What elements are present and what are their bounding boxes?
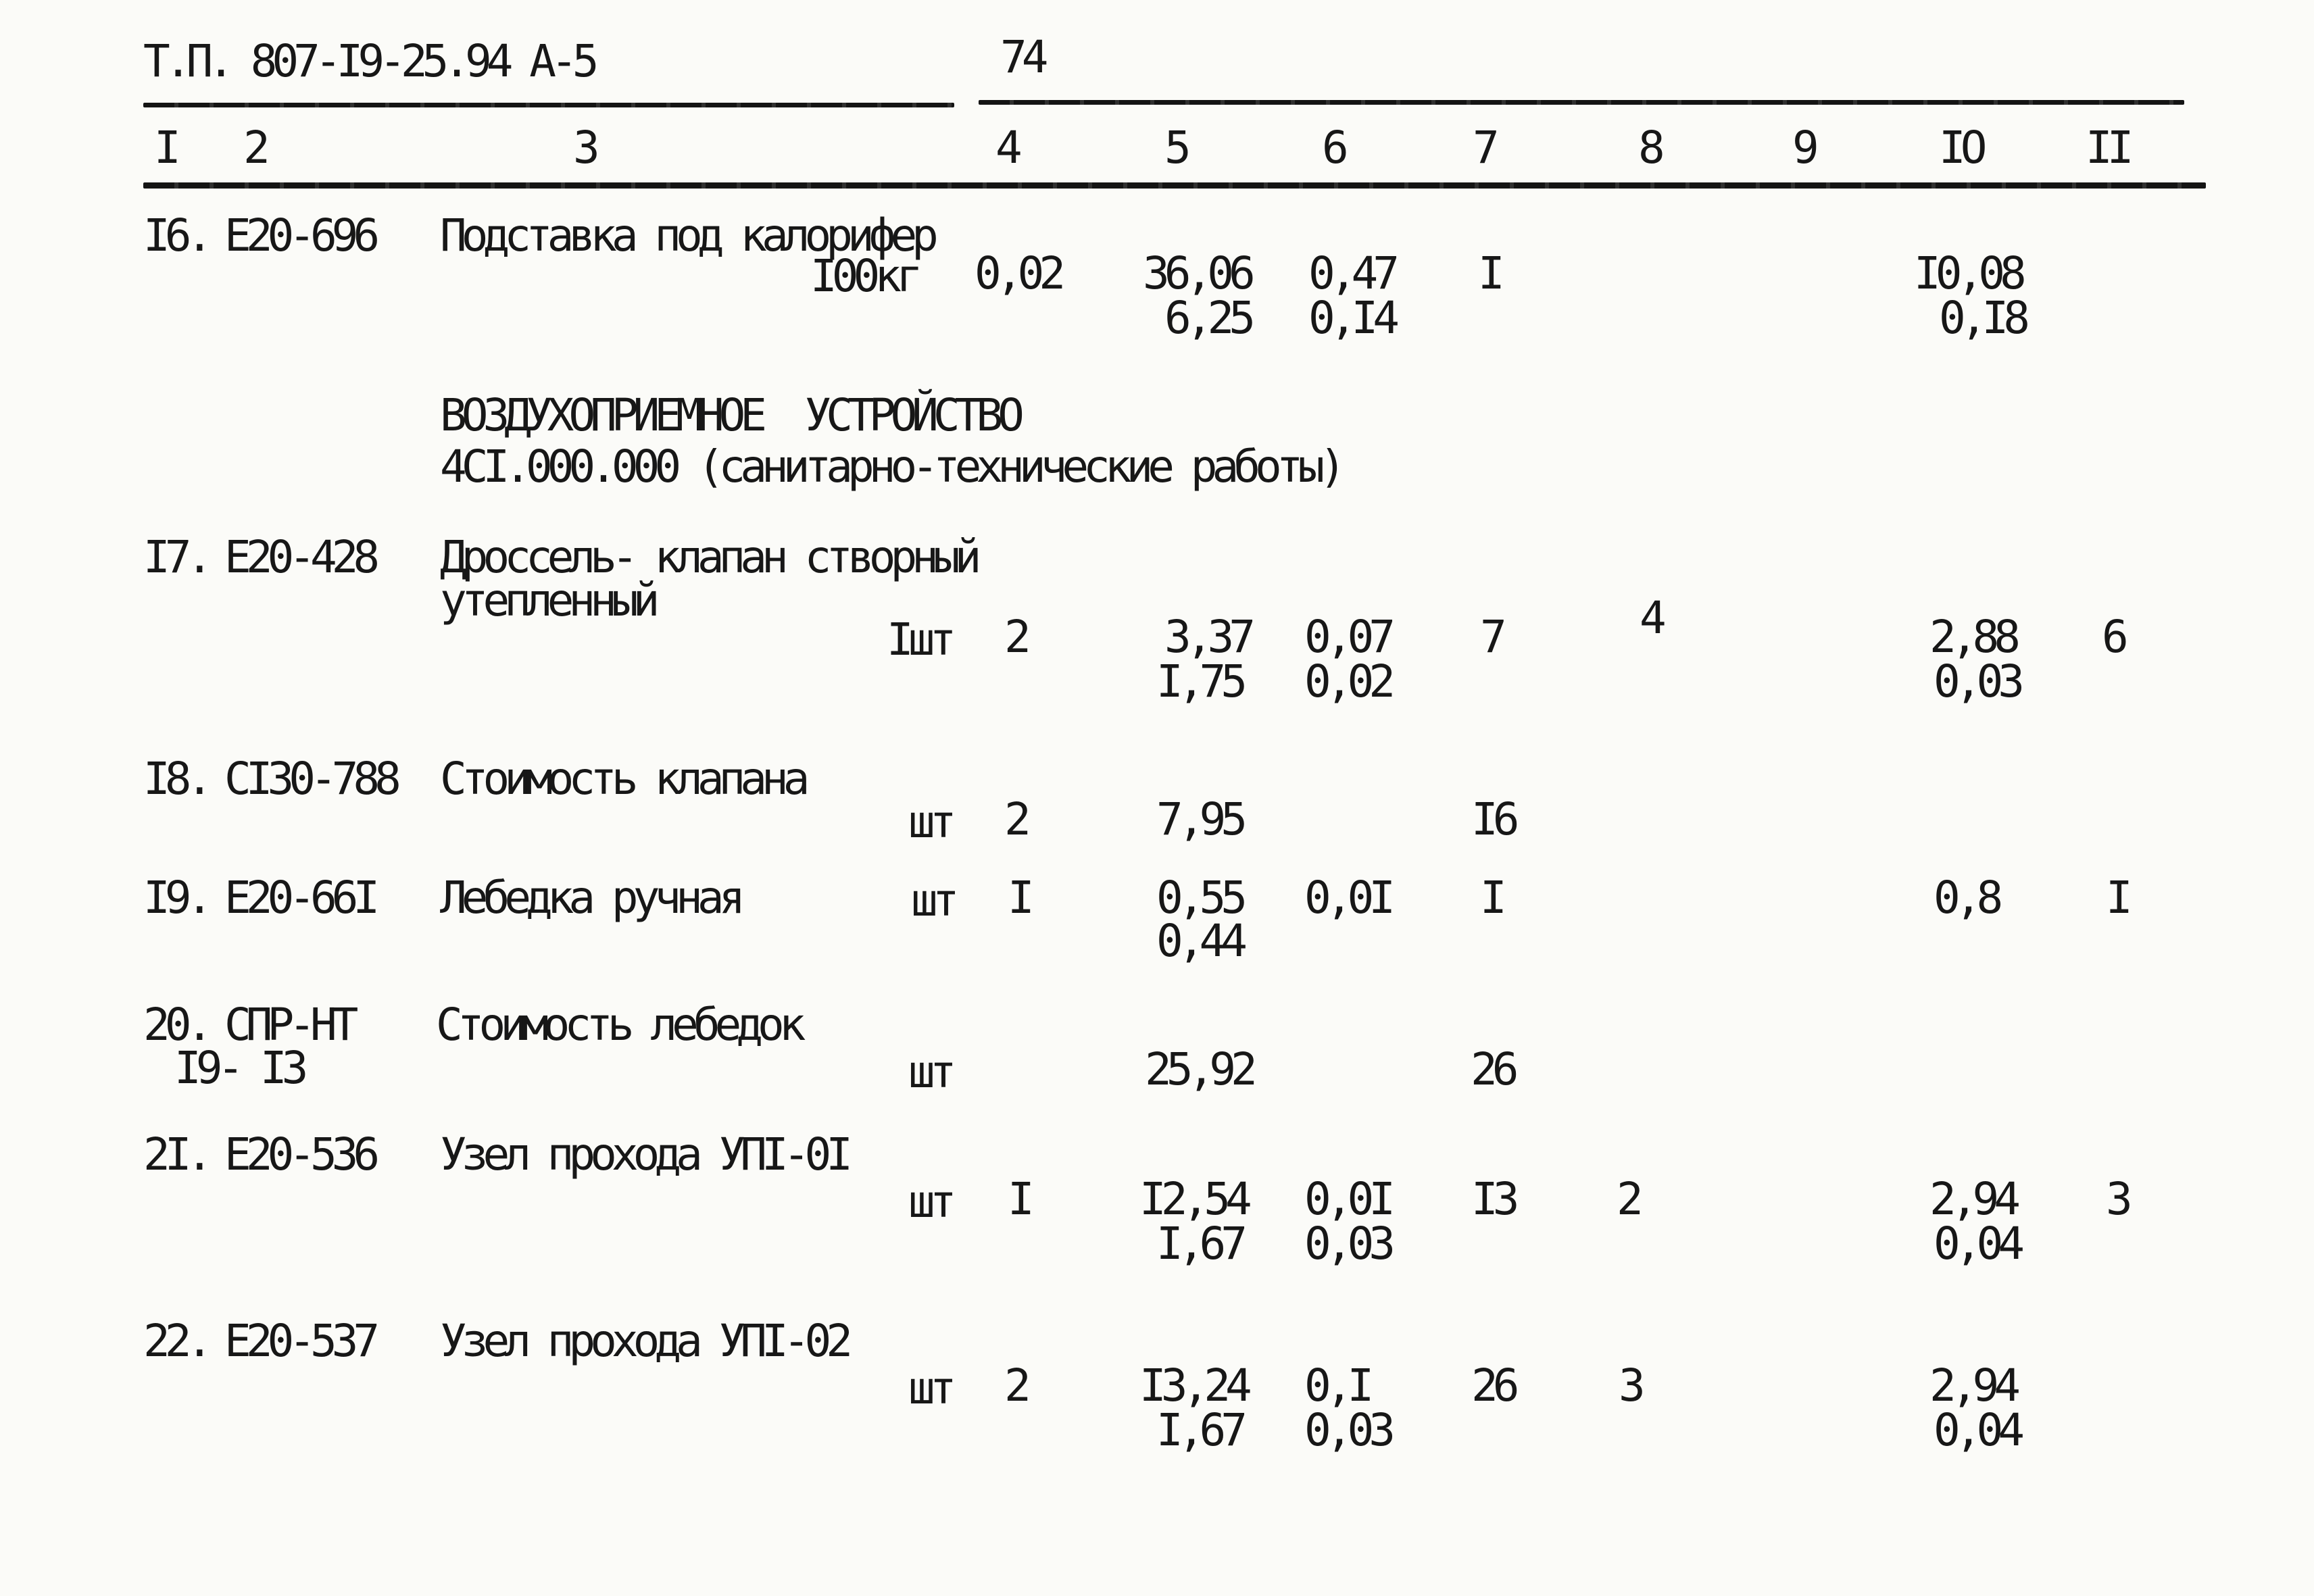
row-22-unit: шт: [908, 1362, 957, 1414]
row-16-col10-b: 0,I8: [1939, 292, 2030, 344]
header-rule-bottom: [143, 182, 2206, 189]
row-21-qty: I: [1008, 1173, 1035, 1225]
col-header-7: 7: [1473, 122, 1500, 174]
row-22-col6-b: 0,03: [1304, 1404, 1396, 1456]
row-22-code: Е20-537: [224, 1315, 380, 1367]
row-22-desc: Узел прохода УПI-02: [440, 1315, 853, 1367]
row-17-col6-b: 0,02: [1304, 655, 1396, 707]
row-20-unit: шт: [908, 1046, 957, 1098]
row-18-qty: 2: [1004, 793, 1031, 845]
row-22-col5-a: I3,24: [1139, 1360, 1252, 1412]
row-17-col11: 6: [2102, 611, 2129, 663]
row-20-code-line2: I9- I3: [174, 1042, 308, 1094]
row-21-col7: I3: [1471, 1173, 1520, 1225]
row-21-col5-a: I2,54: [1139, 1173, 1252, 1225]
row-17-desc-line1: Дроссель- клапан створный: [440, 531, 981, 583]
row-20-col7: 26: [1471, 1043, 1519, 1095]
col-header-2: 2: [243, 122, 270, 174]
col-header-1: I: [154, 122, 181, 174]
row-17-unit: Iшт: [887, 614, 956, 666]
row-18-col7: I6: [1471, 793, 1520, 845]
row-17-desc-line2: утепленный: [440, 574, 660, 626]
row-17-col7: 7: [1480, 611, 1507, 663]
row-19-col7: I: [1480, 872, 1507, 924]
row-22-col7: 26: [1471, 1360, 1520, 1412]
row-21-col10-a: 2,94: [1929, 1173, 2021, 1225]
row-18-num: I8.: [143, 753, 213, 805]
row-22-col5-b: I,67: [1156, 1404, 1248, 1456]
row-22-col10-a: 2,94: [1929, 1360, 2021, 1412]
row-19-col5-b: 0,44: [1156, 915, 1248, 967]
row-18-col5-a: 7,95: [1156, 793, 1248, 845]
row-17-col6-a: 0,07: [1304, 611, 1396, 663]
row-20-desc: Стоимость лебедок: [436, 999, 806, 1051]
col-header-6: 6: [1322, 122, 1349, 174]
row-20-num: 20.: [143, 999, 213, 1051]
row-21-col11: 3: [2106, 1173, 2133, 1225]
row-19-col11: I: [2106, 872, 2133, 924]
section-title: ВОЗДУХОПРИЕМНОЕ УСТРОЙСТВО: [440, 389, 1025, 441]
row-20-code: СПР-НТ: [224, 999, 358, 1051]
row-19-code: Е20-66I: [224, 872, 380, 924]
row-17-code: Е20-428: [224, 531, 380, 583]
header-rule-right: [979, 100, 2184, 105]
row-21-col6-a: 0,0I: [1304, 1173, 1396, 1225]
row-22-num: 22.: [143, 1315, 213, 1367]
row-22-qty: 2: [1004, 1360, 1031, 1412]
row-19-unit: шт: [911, 874, 960, 926]
row-16-col6-b: 0,I4: [1308, 292, 1400, 344]
row-19-num: I9.: [143, 872, 213, 924]
row-17-qty: 2: [1004, 611, 1031, 663]
row-21-col10-b: 0,04: [1934, 1218, 2025, 1270]
row-22-col8: 3: [1619, 1360, 1646, 1412]
col-header-11: II: [2086, 122, 2134, 174]
row-19-qty: I: [1008, 872, 1035, 924]
col-header-8: 8: [1638, 122, 1665, 174]
row-21-col6-b: 0,03: [1304, 1218, 1396, 1270]
row-16-num: I6.: [143, 209, 213, 261]
row-21-num: 2I.: [143, 1128, 213, 1180]
row-17-col5-b: I,75: [1156, 655, 1248, 707]
row-20-col5-a: 25,92: [1145, 1043, 1258, 1095]
row-16-unit: I00кг: [810, 250, 923, 302]
row-19-desc: Лебедка ручная: [440, 872, 745, 924]
section-subtitle: 4СI.000.000 (санитарно-технические работ…: [440, 441, 1346, 493]
doc-number: Т.П. 807-I9-25.94 А-5: [143, 35, 599, 87]
col-header-9: 9: [1792, 122, 1819, 174]
row-19-col5-a: 0,55: [1156, 872, 1248, 924]
row-17-col8: 4: [1640, 592, 1667, 644]
row-16-desc: Подставка под калорифер: [440, 209, 939, 261]
row-16-col5-b: 6,25: [1164, 292, 1256, 344]
row-19-col6-a: 0,0I: [1304, 872, 1396, 924]
col-header-5: 5: [1164, 122, 1191, 174]
page-number: 74: [1000, 31, 1049, 83]
col-header-4: 4: [995, 122, 1023, 174]
row-21-unit: шт: [908, 1176, 957, 1228]
row-22-col10-b: 0,04: [1934, 1404, 2025, 1456]
row-21-desc: Узел прохода УПI-0I: [440, 1128, 853, 1180]
row-16-col6-a: 0,47: [1308, 247, 1400, 299]
row-17-num: I7.: [143, 531, 213, 583]
row-16-col5-a: 36,06: [1143, 247, 1256, 299]
header-rule-left: [143, 103, 954, 107]
row-16-col10-a: I0,08: [1914, 247, 2027, 299]
row-22-col6-a: 0,I: [1304, 1360, 1374, 1412]
row-16-qty: 0,02: [975, 247, 1066, 299]
row-19-col10-a: 0,8: [1934, 872, 2003, 924]
row-21-col5-b: I,67: [1156, 1218, 1248, 1270]
row-18-code: СI30-788: [224, 753, 401, 805]
row-17-col10-a: 2,88: [1929, 611, 2021, 663]
row-17-col5-a: 3,37: [1164, 611, 1256, 663]
row-16-col7: I: [1478, 247, 1505, 299]
row-21-col8: 2: [1617, 1173, 1644, 1225]
row-18-unit: шт: [908, 796, 957, 848]
row-18-desc: Стоимость клапана: [440, 753, 810, 805]
row-21-code: Е20-536: [224, 1128, 380, 1180]
col-header-3: 3: [573, 122, 600, 174]
row-17-col10-b: 0,03: [1934, 655, 2025, 707]
col-header-10: IO: [1939, 122, 1988, 174]
row-16-code: Е20-696: [224, 209, 380, 261]
